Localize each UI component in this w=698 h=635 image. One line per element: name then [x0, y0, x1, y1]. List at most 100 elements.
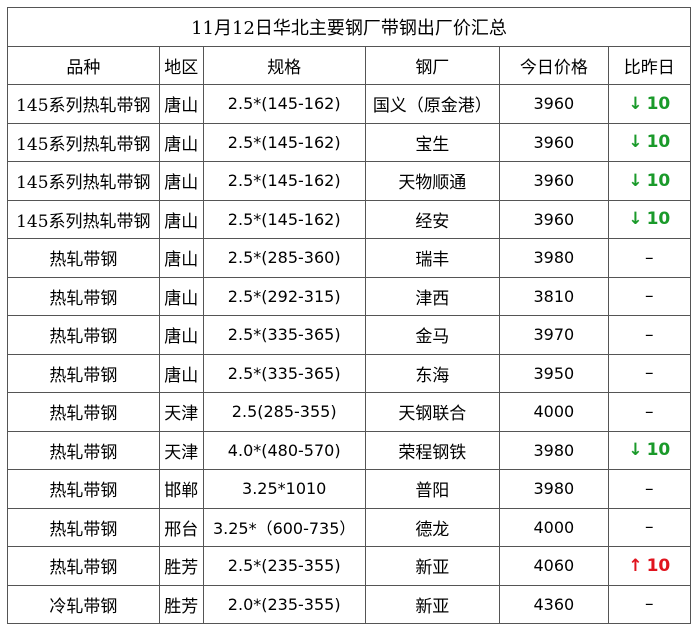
- table-title: 11月12日华北主要钢厂带钢出厂价汇总: [7, 7, 691, 47]
- change-value: –: [645, 594, 654, 615]
- variety-cell: 热轧带钢: [7, 276, 160, 316]
- header-region: 地区: [158, 45, 204, 85]
- region-cell: 天津: [158, 392, 204, 432]
- title-row: 11月12日华北主要钢厂带钢出厂价汇总: [7, 7, 691, 47]
- region-cell: 唐山: [158, 122, 204, 162]
- change-cell: –: [607, 315, 692, 355]
- mill-cell: 宝生: [364, 122, 501, 162]
- variety-cell: 热轧带钢: [7, 392, 160, 432]
- change-value: –: [645, 517, 654, 538]
- region-cell: 唐山: [158, 161, 204, 201]
- change-cell: –: [607, 469, 692, 509]
- spec-cell: 2.5*(145-162): [202, 161, 366, 201]
- region-cell: 胜芳: [158, 584, 204, 624]
- price-cell: 3960: [499, 161, 609, 201]
- header-change: 比昨日: [607, 45, 692, 85]
- variety-cell: 热轧带钢: [7, 315, 160, 355]
- variety-cell: 145系列热轧带钢: [7, 161, 160, 201]
- change-value: –: [645, 401, 654, 422]
- variety-cell: 热轧带钢: [7, 546, 160, 586]
- mill-cell: 新亚: [364, 546, 501, 586]
- price-cell: 3980: [499, 430, 609, 470]
- table-row: 145系列热轧带钢 唐山 2.5*(145-162) 国义（原金港） 3960 ↓ 10: [7, 84, 692, 124]
- change-value: –: [645, 247, 654, 268]
- mill-cell: 东海: [364, 353, 501, 393]
- table-row: 热轧带钢 天津 4.0*(480-570) 荣程钢铁 3980 ↓ 10: [7, 430, 692, 470]
- header-spec: 规格: [202, 45, 366, 85]
- mill-cell: 金马: [364, 315, 501, 355]
- mill-cell: 国义（原金港）: [364, 84, 501, 124]
- change-value: 10: [646, 209, 671, 230]
- spec-cell: 2.5*(145-162): [202, 199, 366, 239]
- table-row: 热轧带钢 邢台 3.25*（600-735） 德龙 4000 –: [7, 507, 692, 547]
- change-value: 10: [646, 555, 671, 576]
- region-cell: 唐山: [158, 199, 204, 239]
- region-cell: 邯郸: [158, 469, 204, 509]
- change-cell: –: [607, 584, 692, 624]
- price-cell: 3970: [499, 315, 609, 355]
- change-cell: ↓ 10: [607, 122, 692, 162]
- arrow-down-icon: ↓: [628, 93, 643, 114]
- spec-cell: 2.0*(235-355): [202, 584, 366, 624]
- table-row: 热轧带钢 唐山 2.5*(292-315) 津西 3810 –: [7, 276, 692, 316]
- change-cell: –: [607, 353, 692, 393]
- price-cell: 3960: [499, 122, 609, 162]
- table-row: 145系列热轧带钢 唐山 2.5*(145-162) 宝生 3960 ↓ 10: [7, 122, 692, 162]
- price-cell: 4000: [499, 392, 609, 432]
- header-price: 今日价格: [499, 45, 609, 85]
- spec-cell: 3.25*1010: [202, 469, 366, 509]
- change-cell: ↓ 10: [607, 430, 692, 470]
- table-row: 145系列热轧带钢 唐山 2.5*(145-162) 天物顺通 3960 ↓ 10: [7, 161, 692, 201]
- price-table: 11月12日华北主要钢厂带钢出厂价汇总 品种 地区 规格 钢厂 今日价格 比昨日…: [7, 7, 692, 624]
- variety-cell: 145系列热轧带钢: [7, 122, 160, 162]
- header-mill: 钢厂: [364, 45, 501, 85]
- change-value: –: [645, 286, 654, 307]
- change-cell: ↓ 10: [607, 199, 692, 239]
- table-row: 热轧带钢 邯郸 3.25*1010 普阳 3980 –: [7, 469, 692, 509]
- spec-cell: 2.5*(285-360): [202, 238, 366, 278]
- change-value: 10: [646, 440, 671, 461]
- table-row: 145系列热轧带钢 唐山 2.5*(145-162) 经安 3960 ↓ 10: [7, 199, 692, 239]
- spec-cell: 2.5*(335-365): [202, 353, 366, 393]
- spec-cell: 2.5*(145-162): [202, 122, 366, 162]
- variety-cell: 热轧带钢: [7, 469, 160, 509]
- arrow-down-icon: ↓: [628, 209, 643, 230]
- table-row: 热轧带钢 胜芳 2.5*(235-355) 新亚 4060 ↑ 10: [7, 546, 692, 586]
- region-cell: 天津: [158, 430, 204, 470]
- spec-cell: 2.5*(145-162): [202, 84, 366, 124]
- price-cell: 4000: [499, 507, 609, 547]
- change-cell: ↓ 10: [607, 84, 692, 124]
- mill-cell: 津西: [364, 276, 501, 316]
- region-cell: 邢台: [158, 507, 204, 547]
- table-row: 热轧带钢 唐山 2.5*(335-365) 东海 3950 –: [7, 353, 692, 393]
- spec-cell: 2.5*(335-365): [202, 315, 366, 355]
- arrow-down-icon: ↓: [628, 440, 643, 461]
- change-value: –: [645, 324, 654, 345]
- mill-cell: 普阳: [364, 469, 501, 509]
- mill-cell: 新亚: [364, 584, 501, 624]
- price-cell: 4060: [499, 546, 609, 586]
- variety-cell: 热轧带钢: [7, 430, 160, 470]
- change-cell: –: [607, 392, 692, 432]
- arrow-down-icon: ↓: [628, 170, 643, 191]
- variety-cell: 热轧带钢: [7, 353, 160, 393]
- header-row: 品种 地区 规格 钢厂 今日价格 比昨日: [7, 45, 692, 85]
- change-value: 10: [646, 93, 671, 114]
- spec-cell: 3.25*（600-735）: [202, 507, 366, 547]
- change-value: 10: [646, 132, 671, 153]
- change-value: –: [645, 478, 654, 499]
- table-row: 冷轧带钢 胜芳 2.0*(235-355) 新亚 4360 –: [7, 584, 692, 624]
- variety-cell: 145系列热轧带钢: [7, 84, 160, 124]
- region-cell: 唐山: [158, 84, 204, 124]
- spec-cell: 2.5(285-355): [202, 392, 366, 432]
- change-cell: ↓ 10: [607, 161, 692, 201]
- mill-cell: 天钢联合: [364, 392, 501, 432]
- change-value: 10: [646, 170, 671, 191]
- variety-cell: 145系列热轧带钢: [7, 199, 160, 239]
- price-cell: 4360: [499, 584, 609, 624]
- arrow-up-icon: ↑: [628, 555, 643, 576]
- table-row: 热轧带钢 唐山 2.5*(335-365) 金马 3970 –: [7, 315, 692, 355]
- arrow-down-icon: ↓: [628, 132, 643, 153]
- price-cell: 3810: [499, 276, 609, 316]
- spec-cell: 2.5*(292-315): [202, 276, 366, 316]
